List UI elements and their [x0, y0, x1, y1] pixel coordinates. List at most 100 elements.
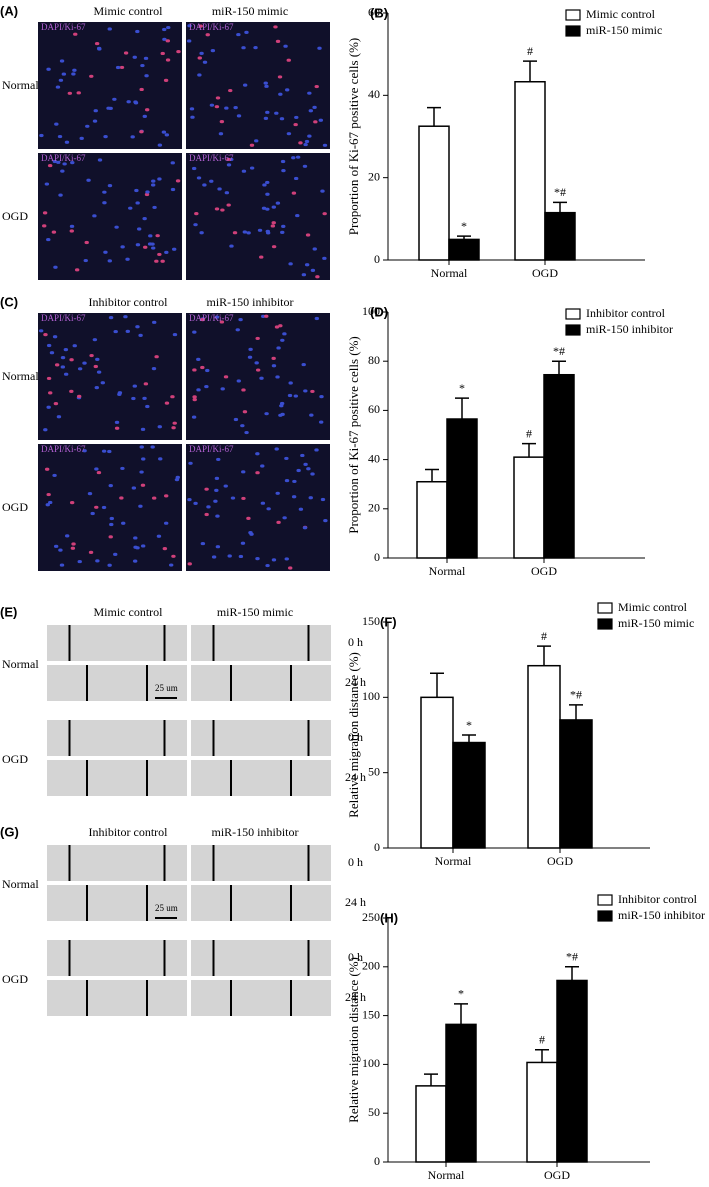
y-tick-label: 150	[362, 614, 380, 628]
scale-bar	[155, 917, 177, 919]
nucleus	[188, 461, 193, 465]
stain-label: DAPI/Ki-67	[41, 313, 86, 323]
nucleus	[283, 44, 288, 48]
nucleus	[214, 207, 220, 211]
column-label: miR-150 inhibitor	[212, 825, 299, 839]
nucleus	[170, 161, 175, 165]
nucleus	[92, 119, 98, 123]
nucleus	[229, 244, 234, 248]
nucleus	[322, 212, 327, 216]
nucleus	[236, 32, 241, 37]
nucleus	[175, 475, 180, 479]
nucleus	[197, 73, 202, 77]
nucleus	[318, 420, 324, 424]
legend-swatch	[597, 602, 613, 614]
nucleus	[284, 88, 290, 92]
nucleus	[255, 471, 260, 475]
bar	[526, 1061, 558, 1163]
nucleus	[108, 484, 113, 488]
error-bar	[553, 201, 567, 213]
nucleus	[291, 495, 297, 499]
nucleus	[187, 24, 192, 28]
nucleus	[281, 224, 286, 228]
nucleus	[94, 467, 99, 471]
nucleus	[135, 546, 140, 550]
nucleus	[303, 142, 308, 147]
error-bar	[565, 966, 579, 981]
nucleus	[288, 566, 293, 570]
nucleus	[172, 332, 178, 337]
bar	[418, 125, 450, 261]
nucleus	[227, 554, 232, 558]
nucleus	[145, 404, 150, 409]
nucleus	[293, 176, 299, 181]
nucleus	[86, 178, 91, 182]
nucleus	[232, 231, 238, 235]
nucleus	[307, 91, 312, 95]
nucleus	[263, 116, 269, 120]
bar	[446, 418, 478, 559]
nucleus	[214, 488, 219, 493]
nucleus	[123, 315, 128, 319]
nucleus	[102, 201, 107, 205]
nucleus	[164, 133, 170, 137]
nucleus	[92, 338, 98, 342]
nucleus	[154, 355, 159, 359]
nucleus	[115, 65, 121, 70]
nucleus	[296, 468, 301, 473]
nucleus	[150, 183, 156, 187]
nucleus	[76, 394, 82, 398]
nucleus	[275, 39, 281, 43]
nucleus	[282, 516, 287, 520]
row-label: OGD	[2, 209, 28, 223]
nucleus	[126, 100, 131, 104]
nucleus	[260, 464, 265, 468]
nucleus	[67, 91, 73, 95]
nucleus	[77, 367, 83, 371]
error-bar	[454, 1003, 468, 1025]
nucleus	[288, 262, 293, 266]
y-tick-label: 40	[368, 451, 380, 465]
nucleus	[216, 457, 221, 462]
nucleus	[228, 88, 233, 93]
bar	[445, 1023, 477, 1163]
nucleus	[46, 343, 52, 348]
column-label: miR-150 inhibitor	[207, 295, 294, 309]
micrograph	[47, 720, 187, 756]
y-axis-label: Relative migration distance (%)	[346, 652, 361, 818]
nucleus	[298, 141, 303, 145]
nucleus	[143, 56, 149, 60]
nucleus	[139, 445, 144, 449]
nucleus	[305, 233, 311, 237]
nucleus	[132, 559, 138, 563]
nucleus	[155, 234, 160, 238]
nucleus	[53, 544, 59, 548]
nucleus	[226, 157, 231, 162]
nucleus	[61, 72, 67, 76]
x-tick-label: Normal	[428, 1168, 465, 1182]
scale-label: 25 um	[155, 683, 178, 693]
nucleus	[249, 166, 255, 170]
nucleus	[279, 404, 284, 408]
nucleus	[82, 361, 87, 365]
nucleus	[59, 59, 65, 63]
y-tick-label: 0	[374, 1154, 380, 1168]
nucleus	[215, 545, 221, 549]
nucleus	[278, 324, 283, 328]
nucleus	[135, 325, 140, 329]
panel-label: (H)	[380, 910, 398, 925]
nucleus	[141, 457, 146, 461]
scale-label: 25 um	[155, 903, 178, 913]
nucleus	[108, 535, 113, 539]
significance: #	[527, 44, 533, 58]
y-tick-label: 100	[362, 304, 380, 318]
micrograph	[191, 625, 331, 661]
nucleus	[214, 105, 220, 109]
nucleus	[303, 389, 308, 393]
nucleus	[165, 39, 171, 43]
error-bar	[424, 1073, 438, 1086]
nucleus	[242, 83, 248, 87]
nucleus	[304, 263, 310, 267]
micrograph	[47, 980, 187, 1016]
nucleus	[140, 483, 146, 487]
